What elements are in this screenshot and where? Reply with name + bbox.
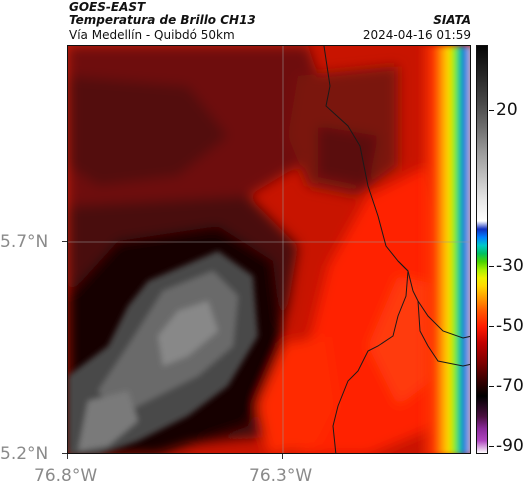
colorbar-label-m50: -50 <box>496 316 524 336</box>
colorbar-tick-m90 <box>489 446 494 447</box>
warm-edge-gradient <box>418 46 470 453</box>
satellite-map-panel[interactable] <box>67 45 471 454</box>
colorbar-tick-m50 <box>489 326 494 327</box>
brightness-temperature-map <box>68 46 470 453</box>
timestamp-label: 2024-04-16 01:59 <box>362 28 471 42</box>
boundary-line-3 <box>417 300 470 367</box>
satellite-source-label: GOES-EAST <box>69 0 146 14</box>
colorbar-tick-m30 <box>489 266 494 267</box>
temperature-colorbar <box>476 45 488 454</box>
credit-label: SIATA <box>433 13 471 27</box>
y-axis-label-52: 5.2°N <box>0 444 49 464</box>
colorbar-label-20: 20 <box>496 100 518 120</box>
boundary-line <box>323 46 470 339</box>
product-title: Temperatura de Brillo CH13 <box>69 13 256 27</box>
boundary-line-2 <box>332 260 409 453</box>
colorbar-label-m30: -30 <box>496 256 524 276</box>
colorbar-label-m90: -90 <box>496 436 524 456</box>
colorbar-tick-20 <box>489 110 494 111</box>
x-tick-768 <box>67 454 68 459</box>
cold-cloud-tops <box>68 251 258 453</box>
y-tick-52 <box>62 453 67 454</box>
x-axis-label-768: 76.8°W <box>34 466 98 486</box>
colorbar-label-m70: -70 <box>496 376 524 396</box>
x-tick-763 <box>282 454 283 459</box>
y-tick-57 <box>62 241 67 242</box>
colorbar-tick-m70 <box>489 386 494 387</box>
y-axis-label-57: 5.7°N <box>0 232 49 252</box>
x-axis-label-763: 76.3°W <box>249 466 313 486</box>
region-subtitle: Vía Medellín - Quibdó 50km <box>69 28 235 42</box>
